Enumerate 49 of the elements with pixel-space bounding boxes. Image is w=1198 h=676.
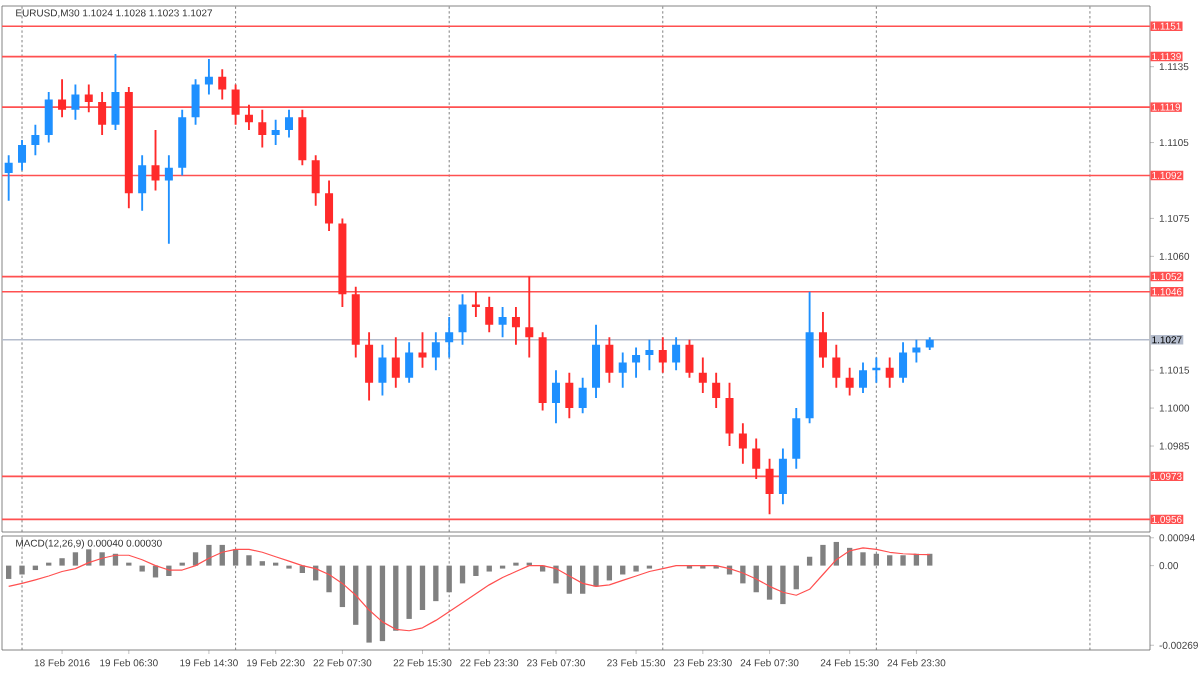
bar bbox=[379, 565, 386, 642]
bar bbox=[86, 549, 92, 566]
bar bbox=[59, 558, 65, 566]
candlestick bbox=[164, 155, 173, 244]
bar bbox=[780, 565, 786, 605]
bar bbox=[433, 565, 439, 602]
bar bbox=[553, 565, 559, 584]
candlestick bbox=[872, 357, 881, 383]
bar bbox=[593, 565, 599, 587]
bar bbox=[806, 556, 813, 566]
candlestick bbox=[525, 276, 534, 358]
candlestick bbox=[632, 347, 641, 378]
bar bbox=[326, 565, 332, 593]
bar bbox=[353, 565, 359, 625]
bar bbox=[6, 565, 12, 579]
candlestick bbox=[271, 119, 280, 146]
candlestick bbox=[4, 155, 13, 201]
bar bbox=[406, 565, 412, 619]
bar bbox=[72, 552, 79, 566]
candlestick bbox=[431, 332, 440, 371]
candlestick bbox=[645, 339, 654, 371]
candlestick bbox=[498, 306, 507, 338]
bar bbox=[192, 552, 199, 566]
bar bbox=[539, 565, 546, 572]
bar bbox=[927, 553, 933, 566]
bar bbox=[740, 565, 746, 584]
bar bbox=[820, 544, 826, 566]
bar bbox=[900, 555, 906, 566]
bar bbox=[860, 552, 866, 566]
bar bbox=[366, 565, 372, 643]
bar bbox=[419, 565, 426, 611]
bar bbox=[633, 565, 639, 572]
candlestick bbox=[738, 423, 747, 464]
candlestick bbox=[204, 59, 213, 95]
candlestick bbox=[471, 291, 480, 318]
bar bbox=[206, 544, 212, 566]
bar bbox=[393, 565, 399, 631]
bar bbox=[246, 555, 252, 566]
candlestick bbox=[445, 317, 454, 358]
candlestick bbox=[658, 337, 667, 373]
bar bbox=[139, 565, 145, 572]
bar bbox=[620, 565, 626, 575]
candlestick bbox=[912, 339, 921, 363]
candlestick bbox=[618, 352, 627, 388]
bar bbox=[793, 565, 799, 590]
bar bbox=[887, 555, 893, 566]
candlestick bbox=[258, 109, 267, 148]
bar bbox=[473, 565, 479, 576]
bar bbox=[486, 565, 492, 572]
